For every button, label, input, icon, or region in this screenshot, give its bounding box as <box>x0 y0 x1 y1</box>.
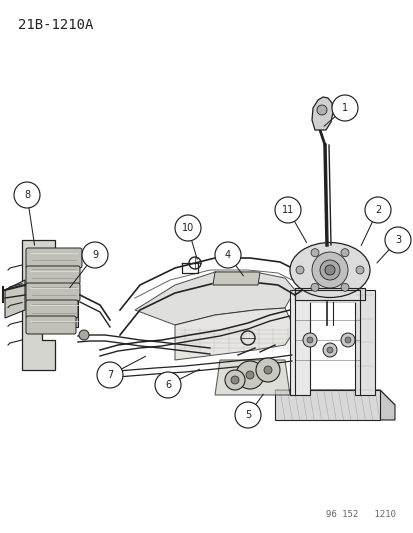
Circle shape <box>340 284 348 292</box>
Circle shape <box>355 266 363 274</box>
FancyBboxPatch shape <box>26 300 78 318</box>
Circle shape <box>306 337 312 343</box>
Polygon shape <box>289 290 309 395</box>
Circle shape <box>384 227 410 253</box>
Text: 1: 1 <box>341 103 347 113</box>
Circle shape <box>230 376 238 384</box>
Circle shape <box>324 265 334 275</box>
Text: 11: 11 <box>281 205 293 215</box>
Circle shape <box>82 242 108 268</box>
Circle shape <box>326 347 332 353</box>
Polygon shape <box>214 360 289 395</box>
Polygon shape <box>274 390 379 420</box>
Text: 5: 5 <box>244 410 251 420</box>
Polygon shape <box>175 308 294 360</box>
Circle shape <box>316 105 326 115</box>
FancyBboxPatch shape <box>26 266 80 284</box>
Polygon shape <box>22 240 55 370</box>
Circle shape <box>319 260 339 280</box>
Polygon shape <box>354 290 374 395</box>
Circle shape <box>311 252 347 288</box>
FancyBboxPatch shape <box>26 316 76 334</box>
Text: 96 152   1210: 96 152 1210 <box>325 510 395 519</box>
Text: 6: 6 <box>164 380 171 390</box>
Polygon shape <box>5 280 25 318</box>
Circle shape <box>340 333 354 347</box>
Polygon shape <box>311 97 332 130</box>
Circle shape <box>235 402 260 428</box>
Circle shape <box>302 333 316 347</box>
Text: 7: 7 <box>107 370 113 380</box>
Text: 9: 9 <box>92 250 98 260</box>
Circle shape <box>263 366 271 374</box>
Polygon shape <box>274 390 394 405</box>
Polygon shape <box>135 272 294 325</box>
Polygon shape <box>379 390 394 420</box>
Circle shape <box>14 182 40 208</box>
Circle shape <box>235 361 263 389</box>
Circle shape <box>310 249 318 257</box>
Circle shape <box>154 372 180 398</box>
Circle shape <box>224 370 244 390</box>
Text: 8: 8 <box>24 190 30 200</box>
Ellipse shape <box>289 243 369 297</box>
Text: 21B-1210A: 21B-1210A <box>18 18 93 32</box>
Text: 4: 4 <box>224 250 230 260</box>
Polygon shape <box>299 290 361 302</box>
Polygon shape <box>212 272 259 285</box>
Polygon shape <box>294 288 364 300</box>
Text: 2: 2 <box>374 205 380 215</box>
Circle shape <box>322 343 336 357</box>
Circle shape <box>340 249 348 257</box>
Circle shape <box>255 358 279 382</box>
Circle shape <box>214 242 240 268</box>
Circle shape <box>344 337 350 343</box>
Circle shape <box>79 330 89 340</box>
Circle shape <box>245 371 254 379</box>
Circle shape <box>295 266 303 274</box>
Text: 3: 3 <box>394 235 400 245</box>
FancyBboxPatch shape <box>26 283 80 301</box>
Circle shape <box>364 197 390 223</box>
Text: 10: 10 <box>181 223 194 233</box>
Circle shape <box>274 197 300 223</box>
FancyBboxPatch shape <box>30 252 78 327</box>
Circle shape <box>331 95 357 121</box>
Circle shape <box>175 215 201 241</box>
Circle shape <box>97 362 123 388</box>
FancyBboxPatch shape <box>26 248 82 268</box>
Circle shape <box>310 284 318 292</box>
